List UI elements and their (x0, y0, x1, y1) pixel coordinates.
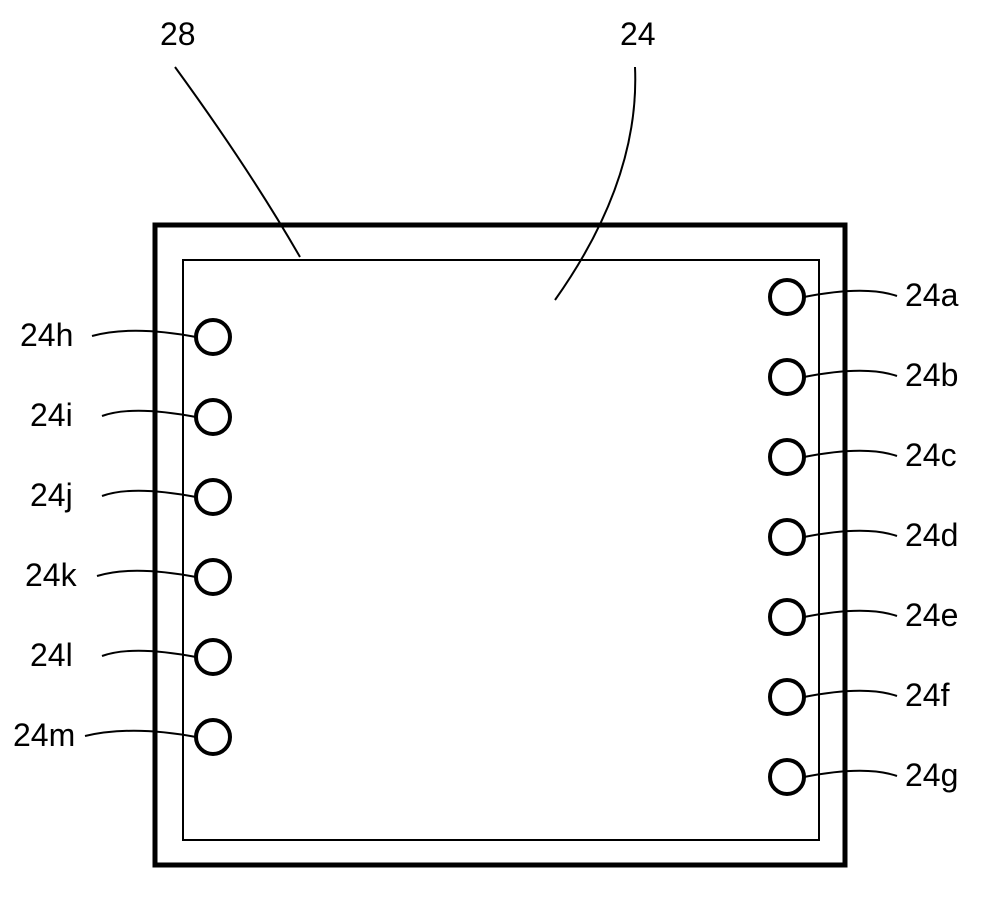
label-24f: 24f (905, 677, 950, 713)
pin-24f (770, 680, 804, 714)
label-24a: 24a (905, 277, 959, 313)
label-24e: 24e (905, 597, 958, 633)
pin-24g (770, 760, 804, 794)
label-24: 24 (620, 16, 656, 52)
label-28: 28 (160, 16, 196, 52)
pin-24j (196, 480, 230, 514)
pin-24i (196, 400, 230, 434)
pin-24k (196, 560, 230, 594)
label-24m: 24m (13, 717, 75, 753)
pin-24e (770, 600, 804, 634)
pin-24a (770, 280, 804, 314)
pin-24d (770, 520, 804, 554)
label-24b: 24b (905, 357, 958, 393)
label-24i: 24i (30, 397, 73, 433)
pin-24l (196, 640, 230, 674)
outer-box (155, 225, 845, 865)
label-24h: 24h (20, 317, 73, 353)
label-24d: 24d (905, 517, 958, 553)
pin-24c (770, 440, 804, 474)
pin-24m (196, 720, 230, 754)
label-24k: 24k (25, 557, 78, 593)
label-24c: 24c (905, 437, 957, 473)
label-24l: 24l (30, 637, 73, 673)
pin-24h (196, 320, 230, 354)
label-24g: 24g (905, 757, 958, 793)
pin-24b (770, 360, 804, 394)
label-24j: 24j (30, 477, 73, 513)
schematic-diagram: 28 24 24a 24b 24c 24d 24e 24f 24g 24h 24i 24j 24k 24l… (0, 0, 1000, 900)
